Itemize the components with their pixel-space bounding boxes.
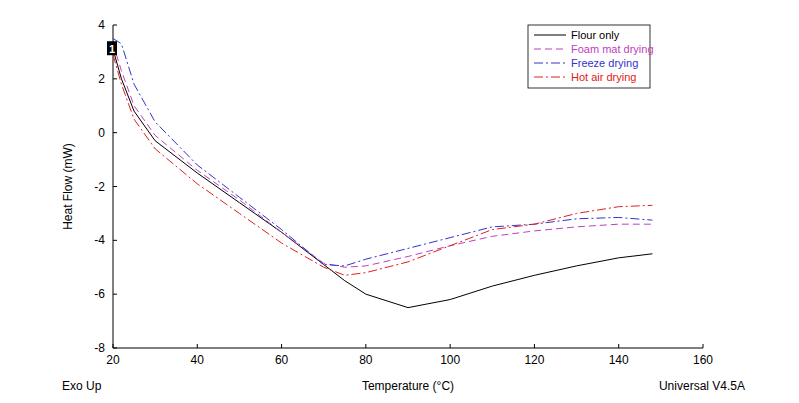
x-axis-label: Temperature (°C) [362, 379, 454, 393]
y-tick-label: -2 [94, 180, 105, 194]
y-tick [113, 25, 117, 26]
annotation: Universal V4.5A [659, 379, 745, 393]
y-tick [113, 78, 117, 79]
legend-label: Freeze drying [571, 57, 638, 69]
x-tick [618, 344, 619, 348]
legend-swatch [534, 63, 566, 64]
y-axis-label: Heat Flow (mW) [61, 143, 75, 230]
y-tick-label: -8 [94, 341, 105, 355]
x-tick [113, 344, 114, 348]
y-tick [113, 132, 117, 133]
y-tick [113, 294, 117, 295]
x-tick [534, 344, 535, 348]
y-tick-label: -4 [94, 233, 105, 247]
y-tick-label: 2 [98, 72, 105, 86]
y-tick-label: 4 [98, 18, 105, 32]
series-line [113, 44, 652, 267]
x-tick [703, 344, 704, 348]
x-tick-label: 80 [359, 353, 373, 367]
x-axis [113, 348, 703, 349]
legend-label: Hot air drying [571, 71, 636, 83]
legend-label: Flour only [571, 29, 620, 41]
y-tick [113, 240, 117, 241]
x-tick [450, 344, 451, 348]
curve-marker [107, 41, 117, 55]
chart: 20 40 60 80 100 120 140 160 -8 -6 -4 -2 0 2 4 Temperatu… [0, 0, 799, 403]
curve-marker-label: 1 [109, 43, 115, 55]
legend-label: Foam mat drying [571, 43, 654, 55]
x-tick-label: 100 [440, 353, 460, 367]
x-tick-label: 120 [524, 353, 544, 367]
annotation: Exo Up [62, 379, 102, 393]
y-tick-label: 0 [98, 126, 105, 140]
x-tick-label: 140 [609, 353, 629, 367]
x-tick-label: 20 [106, 353, 120, 367]
legend-swatch [534, 49, 566, 50]
plot-area [113, 38, 652, 307]
legend-swatch [534, 35, 566, 36]
x-tick-label: 60 [275, 353, 289, 367]
x-tick [281, 344, 282, 348]
y-tick [113, 348, 117, 349]
x-tick-label: 40 [191, 353, 205, 367]
x-tick [197, 344, 198, 348]
x-tick-label: 160 [693, 353, 713, 367]
x-tick [365, 344, 366, 348]
series-line [113, 38, 652, 265]
y-tick [113, 186, 117, 187]
y-tick-label: -6 [94, 287, 105, 301]
legend-box [528, 25, 650, 88]
legend: Flour only Foam mat drying Freeze drying Ho… [528, 25, 654, 88]
legend-swatch [534, 77, 566, 78]
